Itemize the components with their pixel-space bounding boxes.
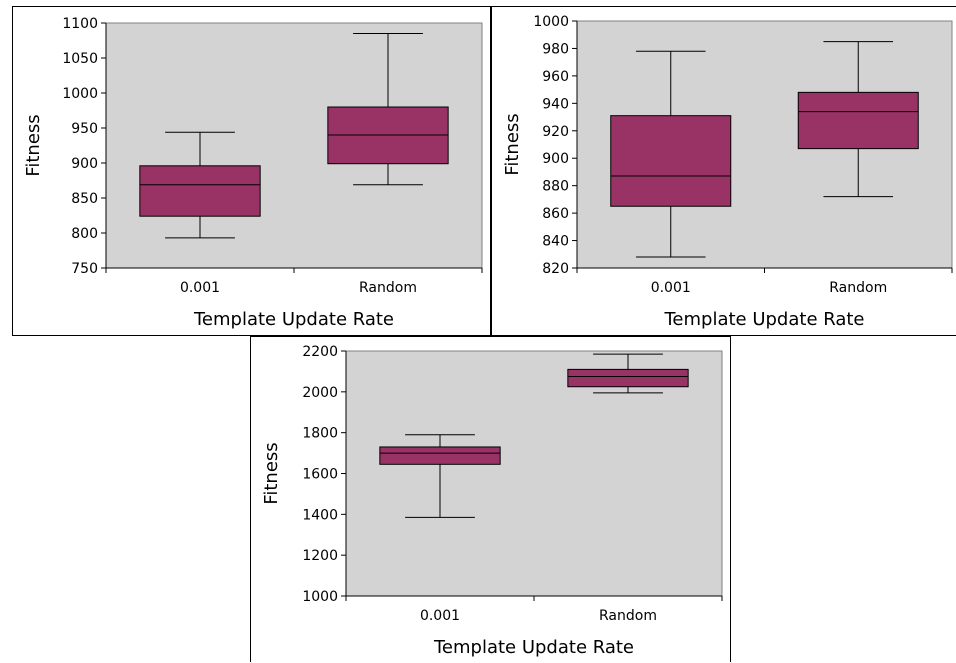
chart-2-y-tick-label-8: 980 — [542, 41, 569, 57]
chart-panel-3: 1000 1200 1400 1600 1800 2000 2200 0.001 Random T… — [250, 336, 731, 662]
chart-2-y-axis-title: Fitness — [502, 113, 523, 175]
chart-3-y-tick-label-6: 2200 — [302, 344, 338, 360]
chart-2-y-tick-label-7: 960 — [542, 69, 569, 85]
chart-panel-2: 820 840 860 880 900 920 940 960 980 1000 0.001 Rand… — [491, 6, 956, 336]
chart-1-y-tick-label-7: 1100 — [62, 16, 98, 32]
chart-2-box-1 — [797, 91, 919, 150]
chart-1-y-tick-label-3: 900 — [71, 156, 98, 172]
chart-2-y-tick-label-5: 920 — [542, 124, 569, 140]
chart-3-y-tick-label-1: 1200 — [302, 548, 338, 564]
chart-3-x-tick-label-0: 0.001 — [420, 608, 460, 624]
chart-3-plot-area — [345, 350, 723, 597]
chart-1-y-tick-label-0: 750 — [71, 261, 98, 277]
chart-3-y-tick-label-2: 1400 — [302, 507, 338, 523]
chart-3-x-axis-title: Template Update Rate — [433, 637, 634, 658]
chart-3-y-axis-title: Fitness — [261, 442, 282, 504]
chart-3-box-1 — [567, 368, 689, 388]
chart-2-y-tick-label-0: 820 — [542, 261, 569, 277]
chart-1-y-tick-label-2: 850 — [71, 191, 98, 207]
chart-1-y-tick-label-1: 800 — [71, 226, 98, 242]
chart-2-x-tick-label-0: 0.001 — [651, 280, 691, 296]
chart-2-y-tick-label-2: 860 — [542, 206, 569, 222]
chart-2-y-tick-label-9: 1000 — [533, 14, 569, 30]
chart-1-x-axis-title: Template Update Rate — [193, 309, 394, 330]
chart-2-box-0 — [610, 115, 732, 207]
chart-1-y-tick-label-6: 1050 — [62, 51, 98, 67]
chart-panel-1: 750 800 850 900 950 1000 1050 1100 0.001 Random Te… — [12, 6, 491, 336]
chart-2-svg: 820 840 860 880 900 920 940 960 980 1000 0.001 Rand… — [502, 14, 953, 330]
chart-1-y-axis-title: Fitness — [23, 114, 44, 176]
chart-2-y-tick-label-4: 900 — [542, 151, 569, 167]
chart-1-y-tick-label-4: 950 — [71, 121, 98, 137]
chart-3-x-tick-label-1: Random — [599, 608, 657, 624]
chart-2-y-tick-label-3: 880 — [542, 179, 569, 195]
chart-2-x-axis-title: Template Update Rate — [663, 309, 864, 330]
chart-1-box-0 — [139, 165, 261, 217]
chart-1-y-tick-label-5: 1000 — [62, 86, 98, 102]
chart-3-y-tick-label-3: 1600 — [302, 467, 338, 483]
chart-3-y-tick-label-5: 2000 — [302, 385, 338, 401]
chart-3-y-tick-label-0: 1000 — [302, 589, 338, 605]
chart-3-svg: 1000 1200 1400 1600 1800 2000 2200 0.001 Random T… — [261, 344, 723, 658]
chart-2-y-tick-label-6: 940 — [542, 96, 569, 112]
chart-1-svg: 750 800 850 900 950 1000 1050 1100 0.001 Random Te… — [23, 16, 483, 330]
chart-2-x-tick-label-1: Random — [829, 280, 887, 296]
chart-3-box-0 — [379, 446, 501, 465]
chart-1-x-tick-label-1: Random — [359, 280, 417, 296]
chart-3-y-tick-label-4: 1800 — [302, 426, 338, 442]
chart-2-y-tick-label-1: 840 — [542, 234, 569, 250]
chart-1-x-tick-label-0: 0.001 — [180, 280, 220, 296]
